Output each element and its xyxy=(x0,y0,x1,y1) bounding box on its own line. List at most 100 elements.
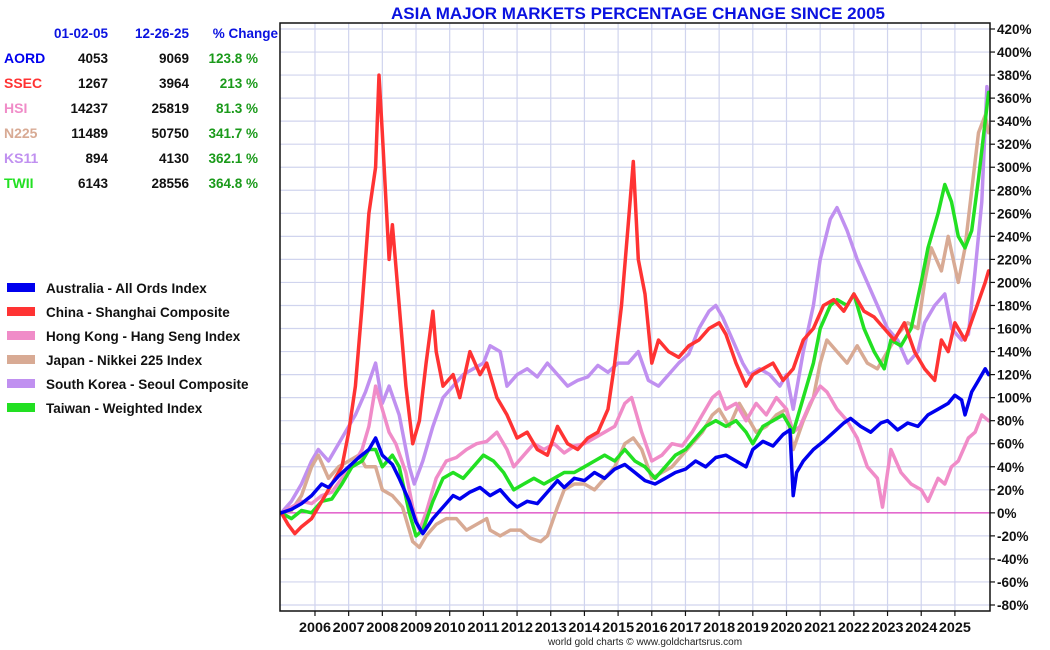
table-symbol: KS11 xyxy=(4,150,38,166)
credit-text: world gold charts © www.goldchartsrus.co… xyxy=(547,637,742,648)
table-start-value: 894 xyxy=(85,151,108,166)
legend-label: Japan - Nikkei 225 Index xyxy=(46,353,203,368)
table-change-value: 213 % xyxy=(220,76,258,91)
x-tick-label: 2007 xyxy=(333,619,365,635)
table-start-value: 4053 xyxy=(78,51,109,66)
x-tick-label: 2021 xyxy=(804,619,836,635)
x-tick-label: 2019 xyxy=(737,619,769,635)
series-line-hong xyxy=(279,384,991,532)
x-tick-label: 2020 xyxy=(771,619,803,635)
chart-title: ASIA MAJOR MARKETS PERCENTAGE CHANGE SIN… xyxy=(391,4,885,23)
y-tick-label: 400% xyxy=(997,45,1032,60)
table-start-value: 1267 xyxy=(78,76,108,91)
table-change-value: 362.1 % xyxy=(208,151,258,166)
legend-item: Taiwan - Weighted Index xyxy=(7,401,203,416)
legend-item: China - Shanghai Composite xyxy=(7,305,230,320)
plot-area: 420% 400% 380% 360% 340% 320% 300% 280% 260% 240%… xyxy=(279,22,1032,635)
y-tick-label: 380% xyxy=(997,68,1032,83)
legend-swatch xyxy=(7,355,35,364)
legend-item: Hong Kong - Hang Seng Index xyxy=(7,329,241,344)
legend-label: Australia - All Ords Index xyxy=(46,281,207,296)
x-tick-label: 2009 xyxy=(400,619,432,635)
summary-table: 01-02-05 12-26-25 % Change AORD 4053 9069 1… xyxy=(4,26,278,191)
y-tick-label: 80% xyxy=(997,414,1024,429)
y-tick-label: 160% xyxy=(997,322,1032,337)
y-tick-label: 120% xyxy=(997,368,1032,383)
table-symbol: AORD xyxy=(4,50,45,66)
table-change-value: 364.8 % xyxy=(208,176,258,191)
x-tick-label: 2015 xyxy=(602,619,634,635)
table-end-value: 28556 xyxy=(151,176,189,191)
y-tick-label: 360% xyxy=(997,91,1032,106)
table-row: AORD 4053 9069 123.8 % xyxy=(4,50,258,66)
legend-label: China - Shanghai Composite xyxy=(46,305,230,320)
legend-label: Taiwan - Weighted Index xyxy=(46,401,203,416)
legend-label: South Korea - Seoul Composite xyxy=(46,377,249,392)
legend-swatch xyxy=(7,307,35,316)
table-start-value: 11489 xyxy=(71,126,108,141)
table-symbol: SSEC xyxy=(4,75,42,91)
y-tick-label: -60% xyxy=(997,575,1029,590)
table-change-value: 123.8 % xyxy=(208,51,258,66)
legend-swatch xyxy=(7,403,35,412)
plot-border xyxy=(279,22,991,612)
y-tick-label: 340% xyxy=(997,114,1032,129)
table-row: SSEC 1267 3964 213 % xyxy=(4,75,258,91)
y-tick-label: 300% xyxy=(997,160,1032,175)
y-tick-label: 260% xyxy=(997,206,1032,221)
y-tick-label: 20% xyxy=(997,483,1024,498)
y-tick-label: 100% xyxy=(997,391,1032,406)
series-lines xyxy=(279,73,991,550)
y-tick-label: -40% xyxy=(997,552,1029,567)
x-tick-label: 2010 xyxy=(434,619,466,635)
legend: Australia - All Ords Index China - Shangh… xyxy=(7,281,249,416)
y-axis: 420% 400% 380% 360% 340% 320% 300% 280% 260% 240%… xyxy=(990,22,1032,613)
table-end-value: 4130 xyxy=(159,151,189,166)
table-end-value: 9069 xyxy=(159,51,189,66)
y-tick-label: 140% xyxy=(997,345,1032,360)
table-symbol: N225 xyxy=(4,125,38,141)
x-tick-label: 2013 xyxy=(535,619,567,635)
table-row: TWII 6143 28556 364.8 % xyxy=(4,175,258,191)
y-tick-label: 280% xyxy=(997,183,1032,198)
table-header-end: 12-26-25 xyxy=(135,26,190,41)
legend-swatch xyxy=(7,379,35,388)
series-line-china xyxy=(279,73,991,536)
table-header-start: 01-02-05 xyxy=(54,26,109,41)
series-line-australia xyxy=(279,367,991,536)
table-rows: AORD 4053 9069 123.8 % SSEC 1267 3964 213 % HSI 1… xyxy=(4,50,258,191)
series-line-taiwan xyxy=(279,90,991,538)
y-tick-label: 40% xyxy=(997,460,1024,475)
x-tick-label: 2008 xyxy=(366,619,398,635)
table-change-value: 81.3 % xyxy=(216,101,258,116)
legend-item: Australia - All Ords Index xyxy=(7,281,207,296)
legend-item: South Korea - Seoul Composite xyxy=(7,377,249,392)
x-tick-label: 2006 xyxy=(299,619,331,635)
y-tick-label: 320% xyxy=(997,137,1032,152)
x-tick-label: 2018 xyxy=(703,619,735,635)
table-row: KS11 894 4130 362.1 % xyxy=(4,150,258,166)
legend-label: Hong Kong - Hang Seng Index xyxy=(46,329,241,344)
y-tick-label: 220% xyxy=(997,252,1032,267)
table-row: N225 11489 50750 341.7 % xyxy=(4,125,258,141)
y-tick-label: 240% xyxy=(997,229,1032,244)
y-tick-label: 200% xyxy=(997,275,1032,290)
y-tick-label: 0% xyxy=(997,506,1017,521)
table-start-value: 6143 xyxy=(78,176,109,191)
x-tick-label: 2023 xyxy=(872,619,904,635)
table-header-change: % Change xyxy=(213,26,279,41)
legend-swatch xyxy=(7,331,35,340)
x-axis: 2006 2007 2008 2009 2010 2011 2012 2013 2014 2015… xyxy=(299,611,971,635)
x-tick-label: 2014 xyxy=(568,619,600,635)
table-symbol: TWII xyxy=(4,175,34,191)
series-line-south xyxy=(279,84,991,515)
x-tick-label: 2024 xyxy=(905,619,937,635)
table-end-value: 25819 xyxy=(151,101,189,116)
table-end-value: 3964 xyxy=(159,76,190,91)
y-tick-label: 60% xyxy=(997,437,1024,452)
x-tick-label: 2012 xyxy=(501,619,533,635)
table-symbol: HSI xyxy=(4,100,27,116)
x-tick-label: 2011 xyxy=(467,619,499,635)
y-tick-label: -80% xyxy=(997,598,1029,613)
